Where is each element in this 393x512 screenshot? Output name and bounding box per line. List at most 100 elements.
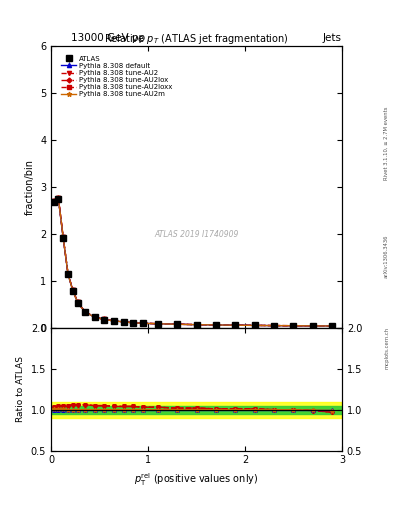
Pythia 8.308 tune-AU2m xyxy=(175,321,180,327)
Pythia 8.308 tune-AU2loxx xyxy=(330,323,334,329)
Pythia 8.308 tune-AU2lox xyxy=(51,198,56,204)
Pythia 8.308 tune-AU2 xyxy=(56,195,61,201)
Pythia 8.308 tune-AU2m xyxy=(141,320,145,326)
Pythia 8.308 tune-AU2 xyxy=(71,287,75,293)
Pythia 8.308 tune-AU2loxx xyxy=(66,271,70,277)
Pythia 8.308 tune-AU2lox xyxy=(121,319,126,325)
Legend: ATLAS, Pythia 8.308 default, Pythia 8.308 tune-AU2, Pythia 8.308 tune-AU2lox, Py: ATLAS, Pythia 8.308 default, Pythia 8.30… xyxy=(61,55,173,98)
Pythia 8.308 tune-AU2m xyxy=(92,314,97,320)
Y-axis label: fraction/bin: fraction/bin xyxy=(24,159,35,215)
Pythia 8.308 tune-AU2loxx xyxy=(71,287,75,293)
Pythia 8.308 tune-AU2m xyxy=(56,195,61,201)
Pythia 8.308 tune-AU2lox xyxy=(233,322,238,328)
Pythia 8.308 tune-AU2m xyxy=(272,323,276,329)
Pythia 8.308 default xyxy=(291,323,296,329)
Pythia 8.308 tune-AU2lox xyxy=(83,309,87,315)
Pythia 8.308 tune-AU2m xyxy=(310,323,315,329)
Pythia 8.308 default xyxy=(66,271,70,278)
Pythia 8.308 tune-AU2 xyxy=(102,316,107,323)
Pythia 8.308 default xyxy=(194,322,199,328)
Pythia 8.308 tune-AU2loxx xyxy=(252,322,257,328)
Pythia 8.308 tune-AU2 xyxy=(310,323,315,329)
Pythia 8.308 tune-AU2loxx xyxy=(121,319,126,325)
Pythia 8.308 tune-AU2m xyxy=(66,271,70,278)
Pythia 8.308 default xyxy=(233,322,238,328)
Pythia 8.308 tune-AU2lox xyxy=(252,322,257,328)
Pythia 8.308 tune-AU2loxx xyxy=(272,323,276,329)
Pythia 8.308 tune-AU2lox xyxy=(213,322,218,328)
Pythia 8.308 tune-AU2lox xyxy=(92,314,97,320)
Pythia 8.308 tune-AU2 xyxy=(61,234,66,240)
Pythia 8.308 tune-AU2m xyxy=(61,234,66,241)
Pythia 8.308 default xyxy=(56,196,61,202)
Text: 13000 GeV pp: 13000 GeV pp xyxy=(71,33,145,44)
Pythia 8.308 tune-AU2 xyxy=(92,314,97,320)
Pythia 8.308 tune-AU2loxx xyxy=(233,322,238,328)
Pythia 8.308 tune-AU2m xyxy=(75,300,80,306)
Text: Jets: Jets xyxy=(323,33,342,44)
Bar xyxy=(51,406,342,414)
Pythia 8.308 default xyxy=(213,322,218,328)
Pythia 8.308 tune-AU2 xyxy=(155,321,160,327)
Pythia 8.308 tune-AU2loxx xyxy=(194,322,199,328)
Pythia 8.308 tune-AU2lox xyxy=(61,234,66,240)
Pythia 8.308 tune-AU2 xyxy=(112,318,116,324)
Pythia 8.308 default xyxy=(155,321,160,327)
Pythia 8.308 tune-AU2 xyxy=(83,309,87,315)
Line: Pythia 8.308 tune-AU2loxx: Pythia 8.308 tune-AU2loxx xyxy=(52,196,334,328)
Pythia 8.308 tune-AU2 xyxy=(213,322,218,328)
Pythia 8.308 default xyxy=(131,320,136,326)
Pythia 8.308 tune-AU2loxx xyxy=(102,316,107,323)
Text: Rivet 3.1.10, ≥ 2.7M events: Rivet 3.1.10, ≥ 2.7M events xyxy=(384,106,389,180)
Pythia 8.308 tune-AU2lox xyxy=(131,319,136,326)
Pythia 8.308 tune-AU2lox xyxy=(155,321,160,327)
Pythia 8.308 tune-AU2 xyxy=(121,319,126,325)
Pythia 8.308 tune-AU2lox xyxy=(194,322,199,328)
Bar xyxy=(51,401,342,418)
Pythia 8.308 tune-AU2m xyxy=(131,320,136,326)
Y-axis label: Ratio to ATLAS: Ratio to ATLAS xyxy=(16,356,25,422)
Pythia 8.308 tune-AU2m xyxy=(194,322,199,328)
Pythia 8.308 tune-AU2m xyxy=(112,318,116,324)
Pythia 8.308 tune-AU2loxx xyxy=(175,321,180,327)
Pythia 8.308 default xyxy=(310,323,315,329)
Pythia 8.308 default xyxy=(272,323,276,329)
Pythia 8.308 default xyxy=(252,323,257,329)
X-axis label: $p_{\rm T}^{\rm rel}$ (positive values only): $p_{\rm T}^{\rm rel}$ (positive values o… xyxy=(134,471,259,488)
Pythia 8.308 tune-AU2m xyxy=(213,322,218,328)
Line: Pythia 8.308 tune-AU2lox: Pythia 8.308 tune-AU2lox xyxy=(52,196,334,328)
Line: Pythia 8.308 tune-AU2m: Pythia 8.308 tune-AU2m xyxy=(51,196,335,328)
Pythia 8.308 tune-AU2loxx xyxy=(155,321,160,327)
Pythia 8.308 tune-AU2 xyxy=(291,323,296,329)
Pythia 8.308 tune-AU2 xyxy=(233,322,238,328)
Pythia 8.308 tune-AU2 xyxy=(272,323,276,329)
Pythia 8.308 tune-AU2m xyxy=(233,322,238,328)
Pythia 8.308 tune-AU2m xyxy=(291,323,296,329)
Pythia 8.308 tune-AU2 xyxy=(51,198,56,204)
Pythia 8.308 tune-AU2loxx xyxy=(213,322,218,328)
Text: mcplots.cern.ch: mcplots.cern.ch xyxy=(384,327,389,369)
Title: Relative $p_{T}$ (ATLAS jet fragmentation): Relative $p_{T}$ (ATLAS jet fragmentatio… xyxy=(104,32,289,46)
Pythia 8.308 tune-AU2m xyxy=(71,288,75,294)
Pythia 8.308 tune-AU2lox xyxy=(141,320,145,326)
Line: Pythia 8.308 tune-AU2: Pythia 8.308 tune-AU2 xyxy=(51,196,334,328)
Pythia 8.308 default xyxy=(83,309,87,315)
Text: arXiv:1306.3436: arXiv:1306.3436 xyxy=(384,234,389,278)
Pythia 8.308 tune-AU2lox xyxy=(175,321,180,327)
Pythia 8.308 tune-AU2loxx xyxy=(141,320,145,326)
Pythia 8.308 tune-AU2lox xyxy=(56,195,61,201)
Pythia 8.308 default xyxy=(92,314,97,320)
Pythia 8.308 tune-AU2 xyxy=(141,320,145,326)
Pythia 8.308 tune-AU2m xyxy=(121,319,126,325)
Pythia 8.308 tune-AU2m xyxy=(102,316,107,323)
Pythia 8.308 tune-AU2loxx xyxy=(291,323,296,329)
Pythia 8.308 tune-AU2lox xyxy=(112,318,116,324)
Pythia 8.308 tune-AU2m xyxy=(252,323,257,329)
Pythia 8.308 tune-AU2 xyxy=(75,300,80,306)
Pythia 8.308 tune-AU2loxx xyxy=(131,319,136,326)
Pythia 8.308 default xyxy=(112,318,116,324)
Text: ATLAS 2019 I1740909: ATLAS 2019 I1740909 xyxy=(154,230,239,240)
Pythia 8.308 tune-AU2loxx xyxy=(56,195,61,201)
Pythia 8.308 tune-AU2loxx xyxy=(51,198,56,204)
Pythia 8.308 tune-AU2lox xyxy=(75,300,80,306)
